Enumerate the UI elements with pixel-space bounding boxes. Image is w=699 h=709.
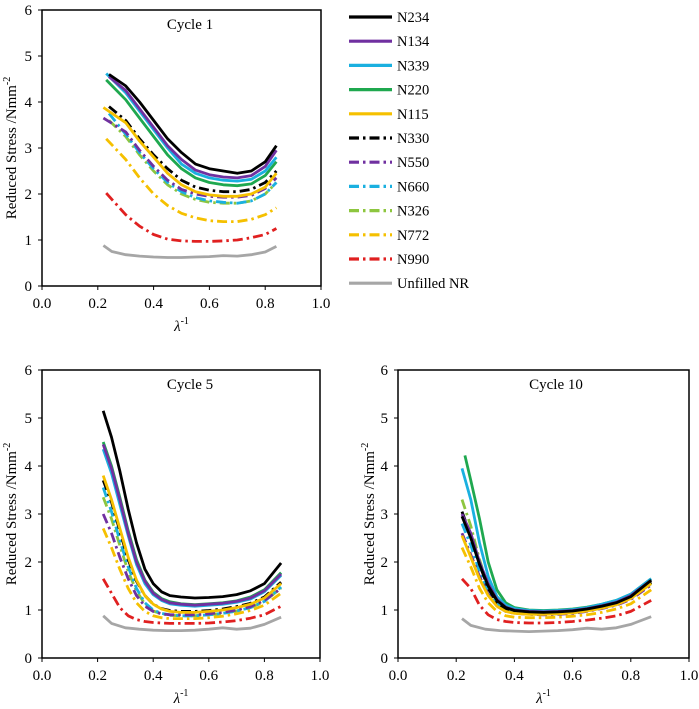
plot-area-frame	[41, 9, 322, 287]
series-line-n220	[101, 441, 283, 607]
chart-panel-cycle-10: 0 1 2 3 4 5 6 0.0 0.2 0.4 0.6 0.8 1.0 Reduced Stress …	[360, 363, 698, 707]
y-tick-label: 0	[25, 651, 33, 667]
x-tick-label: 0.8	[255, 668, 274, 684]
x-tick-label: 0.6	[200, 296, 219, 312]
legend-label-n330: N330	[397, 131, 429, 147]
x-tick-label: 0.8	[256, 296, 275, 312]
legend-label-n234: N234	[397, 10, 430, 26]
x-tick-label: 0.6	[563, 668, 582, 684]
y-tick-label: 1	[25, 233, 33, 249]
series-line-n326	[101, 496, 282, 618]
series-line-n990	[460, 577, 652, 625]
x-tick-label: 0.8	[621, 668, 640, 684]
x-tick-label: 0.2	[447, 668, 466, 684]
y-tick-label: 3	[25, 507, 33, 523]
x-tick-label: 0.4	[505, 668, 524, 684]
y-tick-label: 6	[381, 363, 389, 379]
x-tick-label: 0.0	[33, 668, 52, 684]
y-tick-label: 5	[25, 49, 33, 65]
series-line-n339	[105, 72, 278, 183]
y-axis-label: Reduced Stress /Nmm-2	[2, 443, 20, 586]
x-tick-label: 1.0	[311, 668, 330, 684]
series-line-n115	[102, 106, 278, 198]
series-line-n115	[101, 475, 283, 614]
y-tick-label: 1	[381, 603, 389, 619]
series-line-n339	[101, 448, 283, 608]
series-line-n772	[101, 527, 282, 620]
y-tick-label: 0	[381, 651, 389, 667]
legend-label-n220: N220	[397, 83, 429, 99]
series-line-n660	[107, 112, 278, 205]
y-tick-label: 6	[25, 363, 33, 379]
legend-label-n550: N550	[397, 155, 429, 171]
series-line-n220	[105, 78, 278, 188]
y-tick-label: 2	[25, 555, 33, 571]
chart-title: Cycle 1	[167, 17, 213, 33]
y-tick-label: 3	[381, 507, 389, 523]
x-tick-label: 0.0	[389, 668, 408, 684]
y-axis-label: Reduced Stress /Nmm-2	[2, 77, 20, 220]
y-tick-label: 3	[25, 141, 33, 157]
series-line-n134	[108, 75, 278, 180]
y-tick-label: 2	[381, 555, 389, 571]
x-tick-label: 0.2	[88, 296, 107, 312]
y-tick-label: 0	[25, 279, 33, 295]
x-tick-label: 1.0	[680, 668, 699, 684]
x-axis-label: λ-1	[173, 316, 189, 335]
chart-panel-cycle-5: 0 1 2 3 4 5 6 0.0 0.2 0.4 0.6 0.8 1.0 Reduced Stress …	[2, 363, 329, 707]
y-tick-label: 4	[25, 95, 33, 111]
legend-label-n660: N660	[397, 179, 429, 195]
y-axis-label: Reduced Stress /Nmm-2	[360, 443, 378, 586]
y-tick-label: 5	[25, 411, 33, 427]
chart-title: Cycle 10	[529, 377, 583, 393]
x-tick-label: 0.6	[199, 668, 218, 684]
plot-area-frame	[41, 369, 321, 659]
y-tick-label: 4	[381, 459, 389, 475]
series-line-unfilled-nr	[461, 615, 652, 633]
series-line-n990	[101, 578, 282, 625]
series-line-n772	[460, 547, 652, 620]
legend-label-n326: N326	[397, 204, 429, 220]
legend: N234 N134 N339 N220 N115 N330 N550 N660 N326 N772…	[349, 10, 469, 292]
legend-label-n772: N772	[397, 228, 429, 244]
series-line-n550	[102, 116, 278, 199]
x-tick-label: 1.0	[312, 296, 331, 312]
legend-label-n339: N339	[397, 58, 429, 74]
chart-panel-cycle-1: 0 1 2 3 4 5 6 0.0 0.2 0.4 0.6 0.8 1.0 Reduced Stress …	[2, 3, 330, 335]
legend-label-n990: N990	[397, 252, 429, 268]
series-line-n234	[460, 515, 653, 614]
x-tick-label: 0.4	[144, 296, 163, 312]
y-tick-label: 2	[25, 187, 33, 203]
series-line-n990	[105, 192, 278, 243]
y-tick-label: 5	[381, 411, 389, 427]
y-tick-label: 4	[25, 459, 33, 475]
series-line-n550	[101, 513, 282, 617]
x-axis-label: λ-1	[535, 688, 551, 707]
series-line-n234	[101, 410, 283, 600]
x-tick-label: 0.4	[144, 668, 163, 684]
y-tick-label: 1	[25, 603, 33, 619]
series-line-unfilled-nr	[102, 244, 278, 259]
series-line-n326	[108, 119, 278, 205]
series-line-n234	[108, 73, 278, 175]
y-tick-label: 6	[25, 3, 33, 19]
x-tick-label: 0.2	[88, 668, 107, 684]
chart-title: Cycle 5	[167, 377, 213, 393]
legend-label-unfilled-nr: Unfilled NR	[397, 276, 469, 292]
series-line-n134	[101, 443, 283, 607]
series-line-n115	[460, 535, 653, 616]
x-tick-label: 0.0	[33, 296, 52, 312]
legend-label-n134: N134	[397, 34, 430, 50]
x-axis-label: λ-1	[173, 688, 189, 707]
legend-label-n115: N115	[397, 107, 429, 123]
series-line-unfilled-nr	[102, 614, 282, 632]
